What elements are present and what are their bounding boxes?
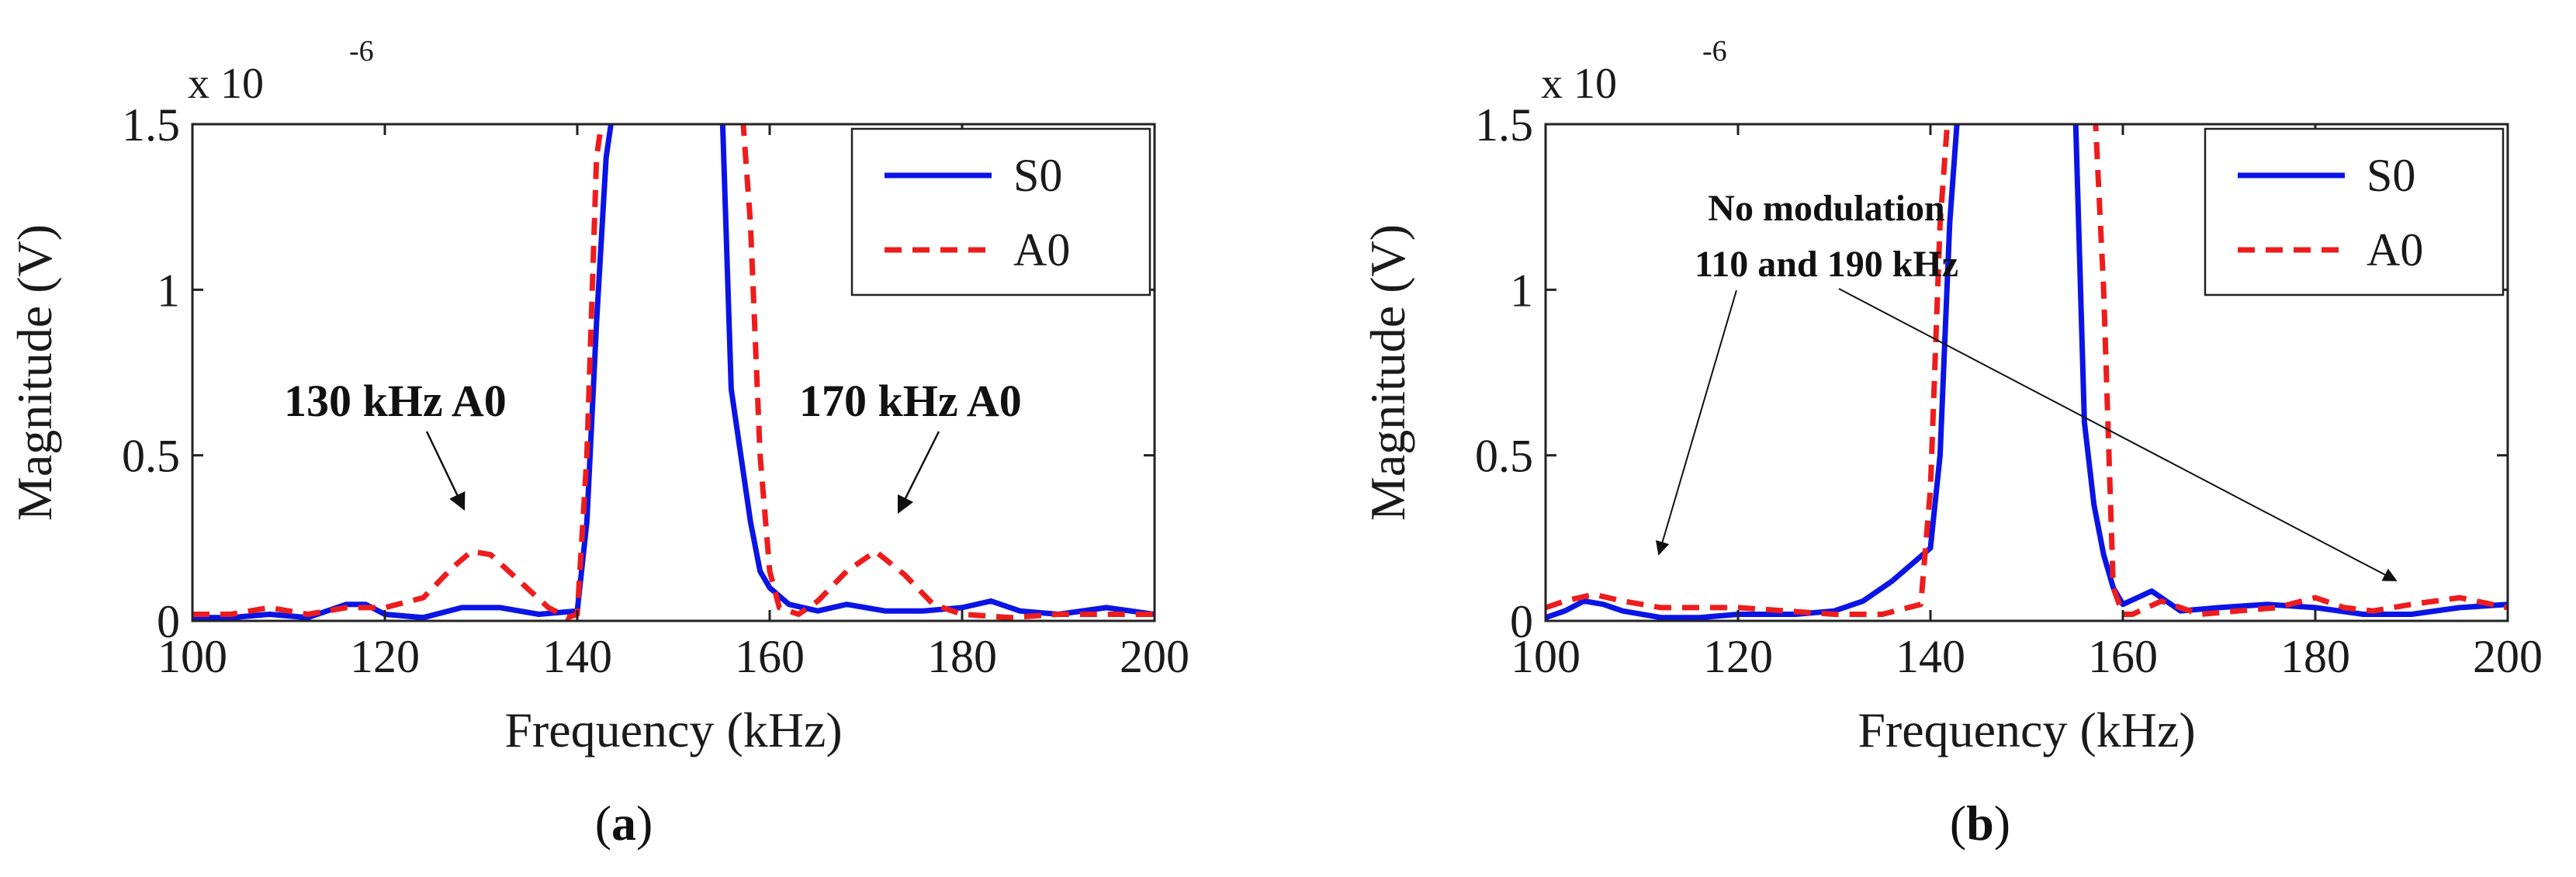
legend-a: S0 A0: [850, 127, 1151, 296]
y-multiplier-a: x 10: [188, 60, 264, 108]
y-tick-label-b: 0: [1510, 596, 1533, 647]
x-tick-label-b: 100: [1511, 631, 1581, 682]
series-line-s0-b: [1546, 124, 2508, 621]
series-line-a0-b: [1546, 124, 2508, 617]
chart-panel-b: 100 120 140 160 180 200 0 0.5 1 1.5 x 10 -6 Frequ…: [1360, 35, 2543, 851]
y-multiplier-b: x 10: [1541, 60, 1617, 108]
x-tick-label-a: 100: [158, 631, 227, 682]
legend-label-a0-b: A0: [2367, 224, 2423, 276]
legend-label-a0-a: A0: [1013, 224, 1070, 276]
x-axis-label-b: Frequency (kHz): [1858, 702, 2195, 757]
annotation-130khz: 130 kHz A0: [284, 376, 507, 426]
annotation-170khz: 170 kHz A0: [799, 376, 1022, 426]
series-lines-b: [1546, 124, 2508, 621]
annotation-110-190khz: 110 and 190 kHz: [1695, 244, 1958, 285]
x-tick-label-a: 200: [1120, 631, 1189, 682]
legend-box-b: [2204, 127, 2505, 296]
y-axis-label-a: Magnitude (V): [7, 224, 62, 521]
x-tick-label-b: 180: [2280, 631, 2350, 682]
annotation-no-modulation: No modulation: [1708, 188, 1944, 229]
y-multiplier-exp-b: -6: [1702, 35, 1727, 68]
panel-caption-a: (a): [595, 796, 653, 851]
tick-marks-a: 100 120 140 160 180 200 0 0.5 1 1.5: [122, 99, 1189, 682]
annotation-arrow-110khz: [1655, 289, 1737, 556]
y-tick-label-a: 0: [157, 596, 180, 647]
x-axis-label-a: Frequency (kHz): [504, 702, 842, 757]
x-tick-label-a: 120: [350, 631, 420, 682]
x-tick-label-b: 200: [2473, 631, 2543, 682]
y-tick-label-b: 1: [1510, 265, 1533, 316]
y-tick-label-a: 0.5: [122, 431, 180, 482]
legend-box-a: [850, 127, 1151, 296]
panel-caption-b: (b): [1950, 796, 2010, 851]
legend-b: S0 A0: [2204, 127, 2505, 296]
chart-panel-a: 100 120 140 160 180 200 0 0.5 1 1.5 x 10 -6 Frequ…: [7, 35, 1189, 851]
x-tick-label-a: 180: [927, 631, 997, 682]
series-line-a0-a: [192, 124, 1155, 621]
x-tick-label-b: 120: [1703, 631, 1773, 682]
y-tick-label-b: 0.5: [1475, 431, 1533, 482]
legend-label-s0-b: S0: [2367, 150, 2415, 201]
tick-marks-b: 100 120 140 160 180 200 0 0.5 1 1.5: [1475, 99, 2543, 682]
legend-label-s0-a: S0: [1013, 150, 1062, 201]
y-axis-label-b: Magnitude (V): [1360, 224, 1415, 521]
x-tick-label-b: 140: [1896, 631, 1965, 682]
y-tick-label-b: 1.5: [1475, 99, 1533, 151]
annotation-arrow-190khz: [1838, 288, 2398, 581]
y-tick-label-a: 1: [157, 265, 180, 316]
series-lines-a: [192, 124, 1155, 621]
y-multiplier-exp-a: -6: [349, 35, 374, 68]
x-tick-label-b: 160: [2088, 631, 2158, 682]
plot-frame-a: [191, 123, 1156, 622]
annotation-arrow-130khz: [425, 431, 466, 511]
annotation-arrow-170khz: [897, 431, 940, 515]
plot-frame-b: [1544, 123, 2509, 622]
y-tick-label-a: 1.5: [122, 99, 180, 151]
x-tick-label-a: 160: [735, 631, 805, 682]
x-tick-label-a: 140: [542, 631, 612, 682]
